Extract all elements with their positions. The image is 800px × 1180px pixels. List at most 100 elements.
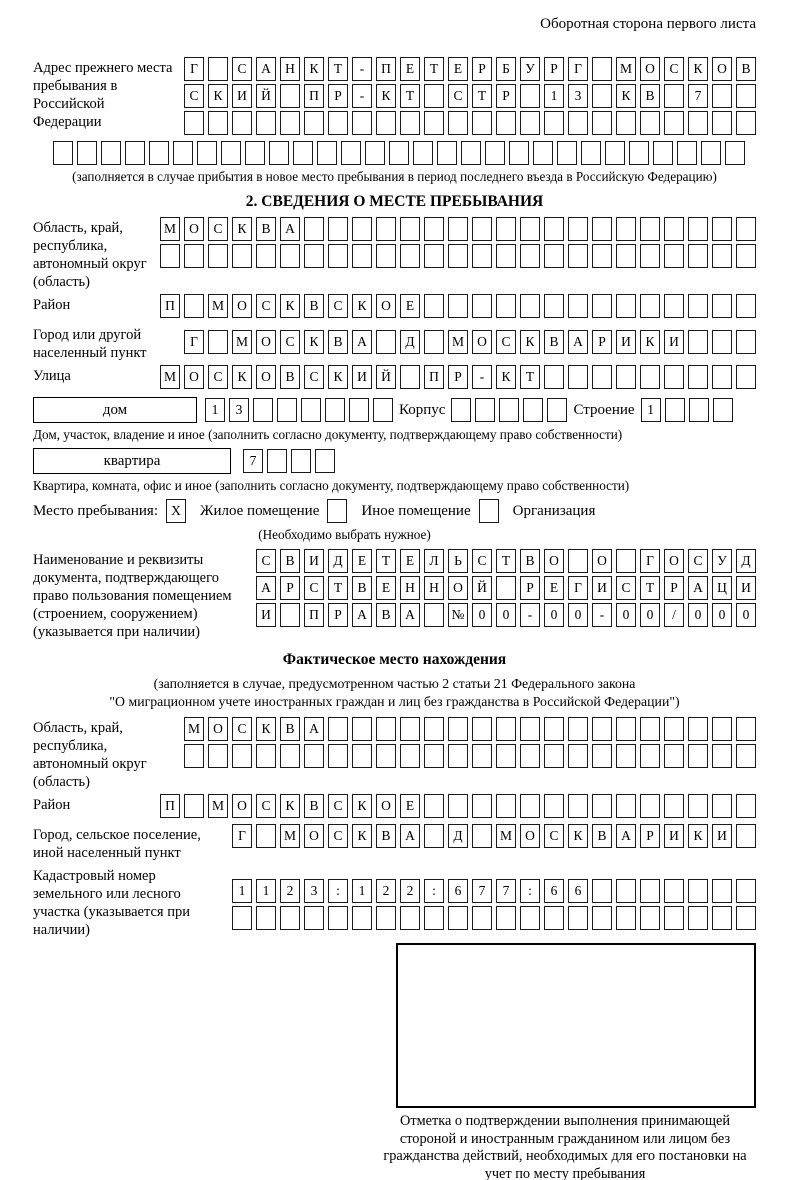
char-box: Е	[352, 549, 372, 573]
char-box	[208, 57, 228, 81]
char-box	[664, 794, 684, 818]
char-box: К	[520, 330, 540, 354]
option-residential-label: Жилое помещение	[200, 502, 320, 519]
char-box: И	[616, 330, 636, 354]
char-box	[712, 398, 733, 422]
char-box: К	[352, 294, 372, 318]
char-box	[712, 84, 732, 108]
char-box: Р	[520, 576, 540, 600]
char-box: К	[640, 330, 660, 354]
char-box	[592, 717, 612, 741]
char-box: 7	[496, 879, 516, 903]
char-box: В	[736, 57, 756, 81]
char-box: М	[160, 217, 180, 241]
char-box	[616, 717, 636, 741]
char-box	[640, 794, 660, 818]
char-box: М	[208, 794, 228, 818]
char-box	[208, 330, 228, 354]
fact-city-block: Город, сельское поселение, иной населенн…	[33, 824, 756, 862]
char-box	[304, 111, 324, 135]
char-row	[160, 244, 756, 268]
char-box	[232, 906, 252, 930]
char-box: О	[184, 217, 204, 241]
char-box: 0	[688, 603, 708, 627]
char-box: О	[256, 330, 276, 354]
char-box	[448, 244, 468, 268]
char-box: 1	[352, 879, 372, 903]
char-box	[688, 398, 709, 422]
char-box	[328, 217, 348, 241]
char-box: П	[304, 603, 324, 627]
char-box: 3	[568, 84, 588, 108]
stay-type-row: Место пребывания: X Жилое помещение Иное…	[33, 499, 756, 523]
char-box	[448, 906, 468, 930]
char-box	[664, 111, 684, 135]
char-box: -	[352, 57, 372, 81]
char-box: С	[256, 794, 276, 818]
char-box	[208, 744, 228, 768]
char-box	[280, 111, 300, 135]
char-box	[568, 549, 588, 573]
char-box: М	[448, 330, 468, 354]
char-box: Ц	[712, 576, 732, 600]
char-box	[184, 244, 204, 268]
char-box	[424, 294, 444, 318]
char-box	[592, 84, 612, 108]
char-box: -	[520, 603, 540, 627]
char-box	[712, 906, 732, 930]
char-box	[341, 141, 361, 165]
char-box	[581, 141, 601, 165]
char-box: П	[160, 294, 180, 318]
char-box	[533, 141, 553, 165]
char-box: К	[232, 217, 252, 241]
char-box	[568, 717, 588, 741]
char-box: И	[352, 365, 372, 389]
char-box	[437, 141, 457, 165]
apartment-caption: Квартира, комната, офис и иное (заполнит…	[33, 478, 630, 493]
char-box: 7	[688, 84, 708, 108]
char-box: 0	[736, 603, 756, 627]
cadastral-label: Кадастровый номер земельного или лесного…	[33, 868, 190, 938]
char-box	[592, 365, 612, 389]
char-box	[509, 141, 529, 165]
char-box	[197, 141, 217, 165]
char-box	[640, 111, 660, 135]
fact-district-label: Район	[33, 797, 71, 813]
char-box	[376, 111, 396, 135]
char-box: Р	[640, 824, 660, 848]
char-box	[448, 794, 468, 818]
char-box	[293, 141, 313, 165]
char-box: У	[520, 57, 540, 81]
char-box	[472, 824, 492, 848]
char-box	[400, 217, 420, 241]
char-box	[448, 294, 468, 318]
char-box	[376, 744, 396, 768]
char-box	[736, 217, 756, 241]
char-box: Р	[280, 576, 300, 600]
char-box	[736, 330, 756, 354]
char-box: О	[712, 57, 732, 81]
char-box: О	[640, 57, 660, 81]
char-box	[616, 879, 636, 903]
option-other-premises-label: Иное помещение	[361, 502, 471, 519]
char-box	[712, 330, 732, 354]
char-box	[568, 365, 588, 389]
char-box: К	[568, 824, 588, 848]
char-box	[547, 398, 568, 422]
char-box	[640, 365, 660, 389]
char-box: С	[256, 294, 276, 318]
char-box: Р	[328, 84, 348, 108]
char-box	[712, 717, 732, 741]
char-box	[736, 824, 756, 848]
char-box	[688, 906, 708, 930]
char-box	[325, 398, 345, 422]
char-box	[496, 794, 516, 818]
char-box: 6	[448, 879, 468, 903]
char-box: О	[376, 294, 396, 318]
char-box	[640, 244, 660, 268]
